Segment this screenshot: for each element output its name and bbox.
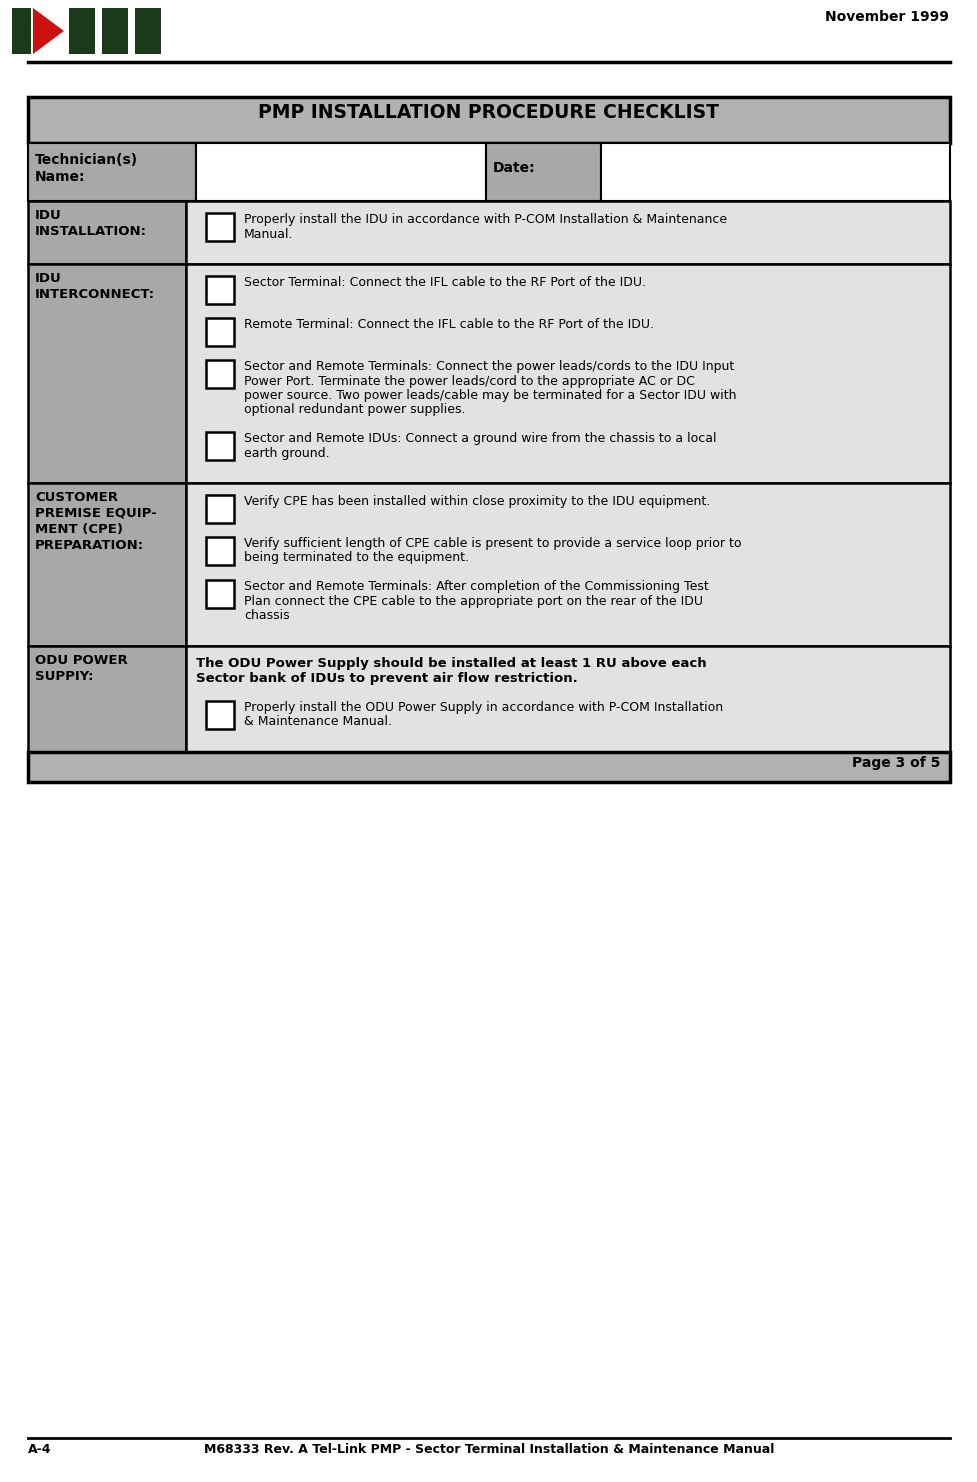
Text: Page 3 of 5: Page 3 of 5	[852, 756, 940, 771]
Bar	[206, 360, 234, 388]
Bar	[186, 483, 950, 646]
Bar	[28, 142, 196, 202]
Bar	[28, 96, 950, 142]
Bar	[206, 536, 234, 565]
Bar	[206, 579, 234, 608]
Text: November 1999: November 1999	[826, 10, 949, 24]
Text: Power Port. Terminate the power leads/cord to the appropriate AC or DC: Power Port. Terminate the power leads/co…	[244, 375, 695, 387]
Bar	[28, 264, 186, 483]
Text: & Maintenance Manual.: & Maintenance Manual.	[244, 714, 392, 728]
Text: Sector and Remote Terminals: Connect the power leads/cords to the IDU Input: Sector and Remote Terminals: Connect the…	[244, 360, 735, 373]
Text: chassis: chassis	[244, 609, 289, 622]
Text: Sector Terminal: Connect the IFL cable to the RF Port of the IDU.: Sector Terminal: Connect the IFL cable t…	[244, 276, 646, 289]
Bar	[28, 751, 950, 781]
Text: Properly install the IDU in accordance with P-COM Installation & Maintenance: Properly install the IDU in accordance w…	[244, 213, 727, 225]
Text: earth ground.: earth ground.	[244, 446, 329, 459]
Bar	[206, 495, 234, 523]
Text: being terminated to the equipment.: being terminated to the equipment.	[244, 551, 469, 565]
Bar	[186, 202, 950, 264]
Text: Date:: Date:	[493, 162, 535, 175]
Text: A-4: A-4	[28, 1443, 52, 1455]
Bar	[196, 142, 486, 202]
Bar	[28, 646, 186, 751]
Bar	[486, 142, 601, 202]
Text: Properly install the ODU Power Supply in accordance with P-COM Installation: Properly install the ODU Power Supply in…	[244, 701, 723, 713]
Text: CUSTOMER
PREMISE EQUIP-
MENT (CPE)
PREPARATION:: CUSTOMER PREMISE EQUIP- MENT (CPE) PREPA…	[35, 491, 156, 551]
Text: Technician(s)
Name:: Technician(s) Name:	[35, 153, 138, 184]
Bar	[28, 202, 186, 264]
Bar	[186, 264, 950, 483]
Bar	[12, 7, 31, 53]
Text: Manual.: Manual.	[244, 228, 293, 240]
Text: Sector bank of IDUs to prevent air flow restriction.: Sector bank of IDUs to prevent air flow …	[196, 671, 577, 685]
Text: Verify sufficient length of CPE cable is present to provide a service loop prior: Verify sufficient length of CPE cable is…	[244, 536, 742, 550]
Text: optional redundant power supplies.: optional redundant power supplies.	[244, 403, 465, 416]
Polygon shape	[33, 7, 64, 53]
Text: IDU
INTERCONNECT:: IDU INTERCONNECT:	[35, 273, 155, 301]
Bar	[206, 276, 234, 304]
Bar	[206, 213, 234, 242]
Bar	[135, 7, 161, 53]
Bar	[69, 7, 95, 53]
Bar	[102, 7, 128, 53]
Bar	[186, 646, 950, 751]
Text: Plan connect the CPE cable to the appropriate port on the rear of the IDU: Plan connect the CPE cable to the approp…	[244, 594, 703, 608]
Bar	[28, 483, 186, 646]
Text: M68333 Rev. A Tel-Link PMP - Sector Terminal Installation & Maintenance Manual: M68333 Rev. A Tel-Link PMP - Sector Term…	[204, 1443, 774, 1455]
Bar	[206, 701, 234, 729]
Text: Verify CPE has been installed within close proximity to the IDU equipment.: Verify CPE has been installed within clo…	[244, 495, 710, 508]
Text: power source. Two power leads/cable may be terminated for a Sector IDU with: power source. Two power leads/cable may …	[244, 388, 737, 402]
Bar	[206, 319, 234, 345]
Text: The ODU Power Supply should be installed at least 1 RU above each: The ODU Power Supply should be installed…	[196, 658, 706, 670]
Text: IDU
INSTALLATION:: IDU INSTALLATION:	[35, 209, 147, 239]
Text: Sector and Remote Terminals: After completion of the Commissioning Test: Sector and Remote Terminals: After compl…	[244, 579, 708, 593]
Bar	[206, 431, 234, 459]
Text: Sector and Remote IDUs: Connect a ground wire from the chassis to a local: Sector and Remote IDUs: Connect a ground…	[244, 431, 716, 445]
Bar	[601, 142, 950, 202]
Text: Remote Terminal: Connect the IFL cable to the RF Port of the IDU.: Remote Terminal: Connect the IFL cable t…	[244, 319, 654, 330]
Text: PMP INSTALLATION PROCEDURE CHECKLIST: PMP INSTALLATION PROCEDURE CHECKLIST	[259, 104, 719, 122]
Text: ODU POWER
SUPPIY:: ODU POWER SUPPIY:	[35, 654, 128, 683]
